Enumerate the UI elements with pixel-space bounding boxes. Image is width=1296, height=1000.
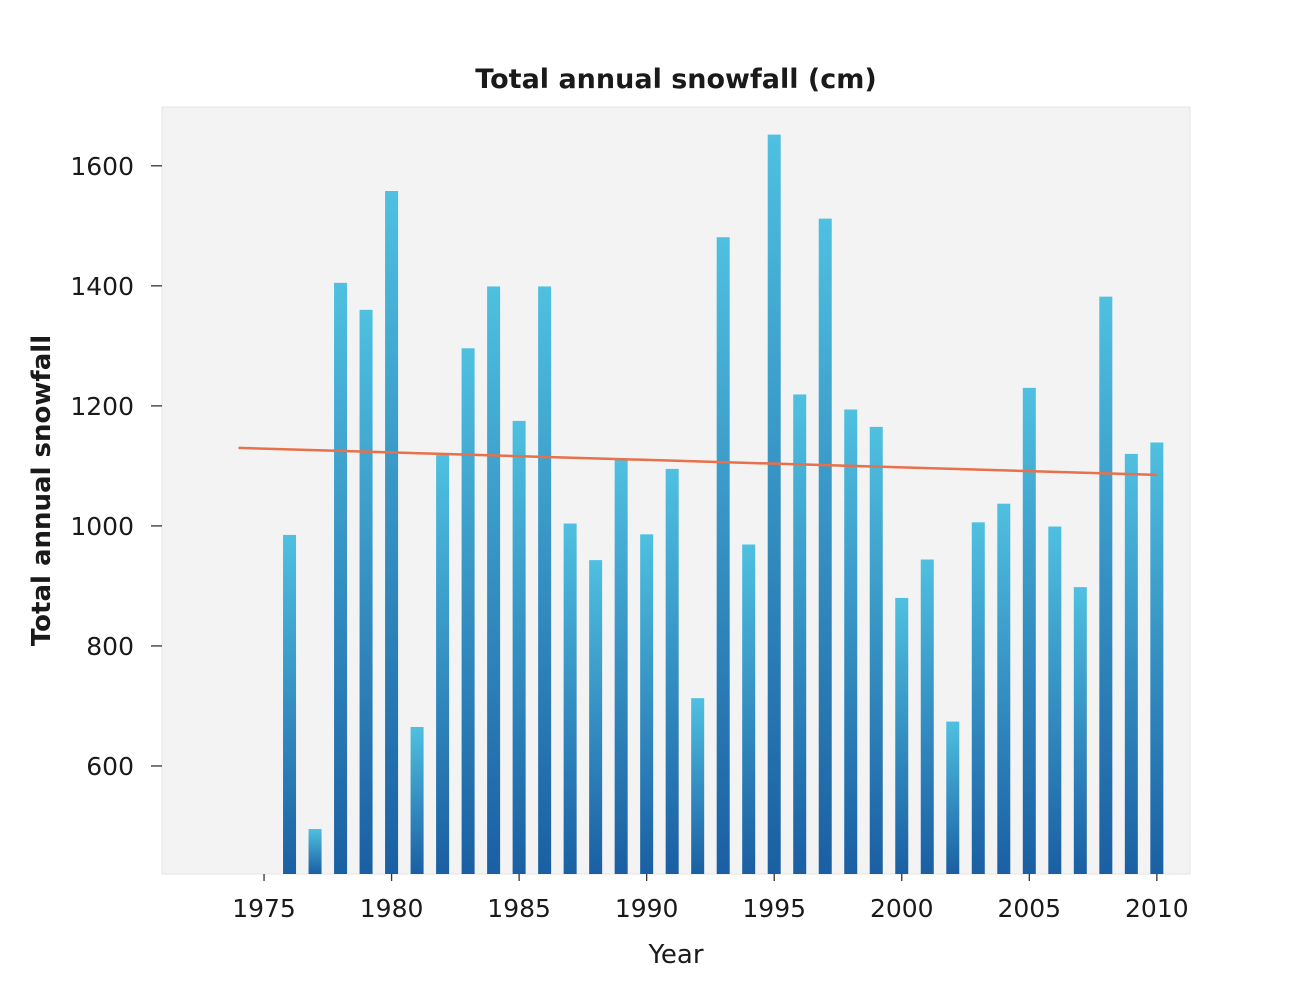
y-tick-label-1000: 1000	[70, 512, 134, 541]
bar-1990	[640, 534, 654, 874]
bar-1995	[767, 134, 781, 875]
x-tick-label-1975: 1975	[232, 894, 296, 923]
bar-1996	[793, 394, 807, 874]
x-tick-label-2010: 2010	[1125, 894, 1189, 923]
bar-1979	[359, 309, 373, 874]
bar-1992	[691, 698, 705, 874]
bar-2003	[971, 522, 985, 874]
bar-1980	[385, 191, 399, 874]
bar-2002	[946, 721, 960, 874]
bar-1994	[742, 544, 756, 874]
bar-1982	[436, 455, 450, 874]
bar-2007	[1073, 587, 1087, 874]
bar-2009	[1124, 453, 1138, 874]
bar-1977	[308, 828, 322, 874]
bar-2010	[1150, 442, 1164, 874]
y-tick-label-1400: 1400	[70, 272, 134, 301]
x-tick-label-1995: 1995	[742, 894, 806, 923]
bar-1984	[487, 286, 501, 874]
bar-2001	[920, 559, 934, 874]
y-axis-label: Total annual snowfall	[27, 335, 57, 646]
y-tick-label-1600: 1600	[70, 152, 134, 181]
x-tick-label-2000: 2000	[870, 894, 934, 923]
bar-1986	[538, 286, 552, 874]
bar-1999	[869, 426, 883, 874]
bar-2008	[1099, 296, 1113, 875]
x-axis-label: Year	[647, 940, 703, 970]
x-tick-label-2005: 2005	[997, 894, 1061, 923]
bar-1985	[512, 420, 526, 874]
bar-1997	[818, 218, 832, 875]
bar-1988	[589, 560, 603, 874]
trend-line	[238, 446, 1157, 477]
bar-1978	[334, 282, 348, 875]
bar-1989	[614, 459, 628, 874]
bar-1991	[665, 468, 679, 874]
y-tick-label-800: 800	[86, 632, 134, 661]
chart-title: Total annual snowfall (cm)	[475, 64, 876, 95]
bar-1993	[716, 237, 730, 875]
bar-1983	[461, 348, 475, 874]
bar-1987	[563, 523, 577, 874]
bar-1998	[844, 409, 858, 874]
bar-2004	[997, 503, 1011, 874]
x-tick-label-1985: 1985	[487, 894, 551, 923]
y-tick-label-600: 600	[86, 752, 134, 781]
bar-2000	[895, 597, 909, 874]
bar-1981	[410, 726, 424, 874]
bar-2006	[1048, 526, 1062, 874]
x-tick-label-1980: 1980	[360, 894, 424, 923]
bar-2005	[1022, 387, 1036, 874]
x-tick-label-1990: 1990	[615, 894, 679, 923]
bar-1976	[283, 534, 297, 874]
y-tick-label-1200: 1200	[70, 392, 134, 421]
